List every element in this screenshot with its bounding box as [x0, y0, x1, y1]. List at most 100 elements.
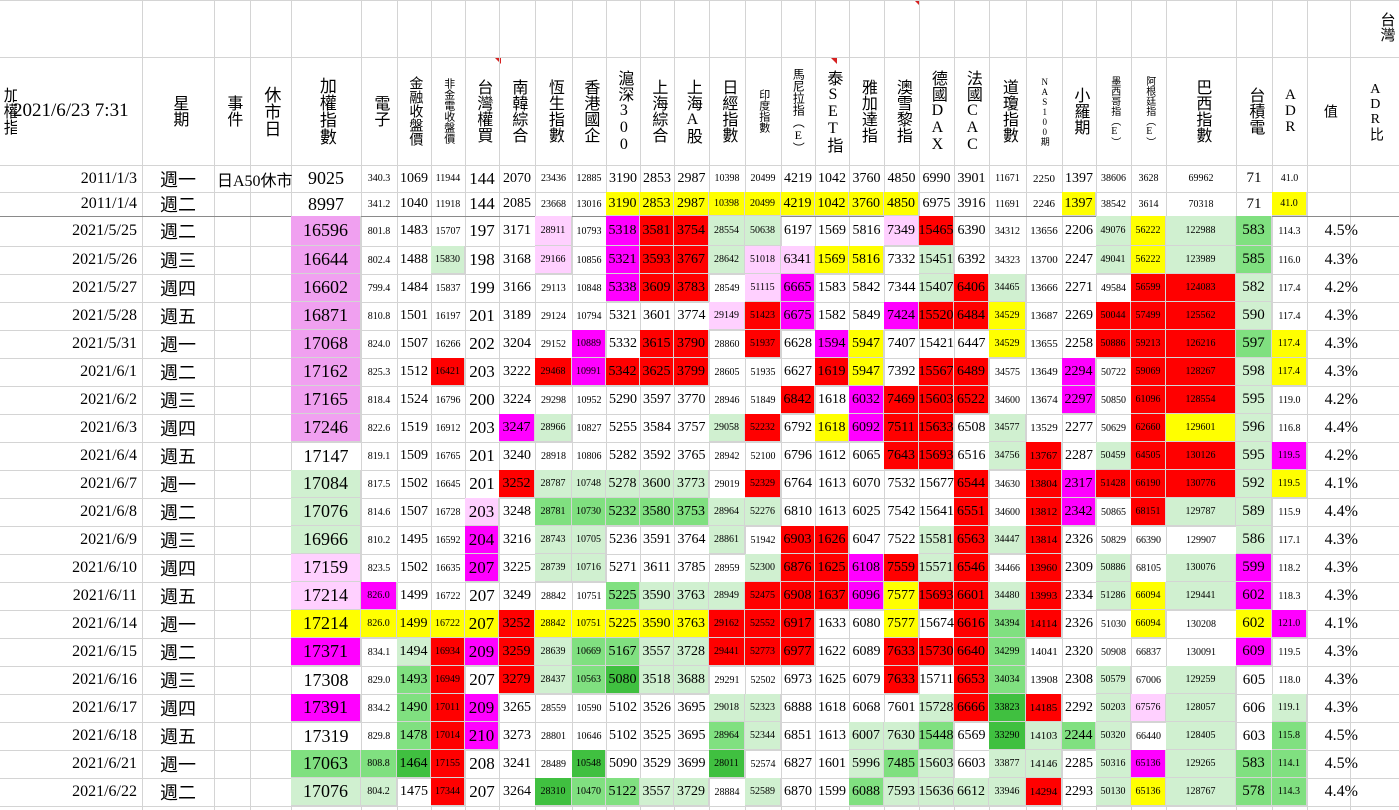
data-cell[interactable]: 117.4	[1278, 310, 1301, 322]
data-cell[interactable]: 17155	[431, 750, 465, 778]
weekday-cell[interactable]: 週一	[160, 169, 196, 190]
data-cell[interactable]: 15677	[919, 476, 954, 491]
header-12[interactable]: 滬深300	[615, 69, 633, 153]
data-cell[interactable]: 3265	[503, 700, 531, 715]
data-cell[interactable]: 29162	[709, 610, 745, 638]
data-cell[interactable]: 49584	[1101, 282, 1126, 294]
data-cell[interactable]: 13649	[1030, 366, 1058, 378]
data-cell[interactable]: 7577	[884, 610, 919, 638]
header-9[interactable]: 南韓綜合	[509, 79, 527, 143]
data-cell[interactable]: 13674	[1030, 394, 1058, 406]
data-cell[interactable]: 2853	[643, 170, 671, 186]
data-cell[interactable]: 34529	[989, 302, 1026, 330]
data-cell[interactable]: 3204	[503, 336, 531, 351]
data-cell[interactable]: 6665	[781, 274, 815, 302]
header-30[interactable]: ADR	[1282, 87, 1299, 135]
data-cell[interactable]	[250, 470, 291, 498]
data-cell[interactable]: 4.3%	[1324, 559, 1358, 576]
data-cell[interactable]: 126216	[1166, 330, 1236, 358]
data-cell[interactable]: 589	[1236, 498, 1272, 526]
data-cell[interactable]	[250, 386, 291, 414]
date-cell[interactable]: 2021/6/11	[72, 587, 137, 604]
data-cell[interactable]: 7469	[884, 386, 919, 414]
data-cell[interactable]: 207	[465, 610, 499, 638]
data-cell[interactable]: 1618	[815, 414, 849, 442]
weekday-cell[interactable]: 週四	[160, 419, 196, 439]
data-cell[interactable]: 5080	[606, 666, 640, 694]
data-cell[interactable]: 17165	[291, 386, 361, 414]
data-cell[interactable]: 208	[469, 754, 495, 773]
data-cell[interactable]: 33946	[989, 778, 1026, 806]
data-cell[interactable]: 1622	[818, 644, 846, 659]
data-cell[interactable]: 119.5	[1272, 442, 1307, 470]
data-cell[interactable]: 28781	[535, 498, 572, 526]
data-cell[interactable]: 2293	[1065, 784, 1093, 799]
data-cell[interactable]: 52300	[745, 554, 781, 582]
header-11[interactable]: 香港國企	[581, 79, 599, 143]
data-cell[interactable]: 3615	[640, 330, 674, 358]
data-cell[interactable]: 28964	[709, 498, 745, 526]
data-cell[interactable]: 2853	[640, 192, 674, 216]
data-cell[interactable]: 1475	[400, 784, 428, 799]
weekday-cell[interactable]: 週三	[160, 391, 196, 411]
data-cell[interactable]: 3754	[674, 216, 709, 246]
data-cell[interactable]: 6627	[784, 364, 812, 379]
data-cell[interactable]: 201	[469, 474, 495, 493]
data-cell[interactable]: 29113	[541, 282, 566, 294]
data-cell[interactable]: 34600	[995, 394, 1020, 406]
data-cell[interactable]: 824.0	[367, 338, 391, 350]
data-cell[interactable]: 17391	[291, 694, 361, 722]
data-cell[interactable]: 6603	[957, 756, 986, 771]
data-cell[interactable]: 4.3%	[1324, 699, 1358, 716]
data-cell[interactable]: 4.1%	[1324, 615, 1358, 632]
data-cell[interactable]	[250, 414, 291, 442]
data-cell[interactable]: 4.1%	[1324, 475, 1358, 492]
data-cell[interactable]: 15707	[435, 225, 461, 237]
data-cell[interactable]: 822.6	[367, 422, 391, 434]
data-cell[interactable]: 2206	[1065, 223, 1093, 238]
data-cell[interactable]: 13812	[1026, 498, 1062, 526]
data-cell[interactable]: 1495	[400, 532, 428, 547]
weekday-cell[interactable]: 週二	[160, 222, 196, 242]
data-cell[interactable]: 34312	[995, 225, 1020, 237]
data-cell[interactable]: 609	[1236, 638, 1272, 666]
data-cell[interactable]: 5278	[606, 470, 640, 498]
data-cell[interactable]: 3628	[1138, 173, 1159, 184]
data-cell[interactable]: 1493	[397, 666, 431, 694]
data-cell[interactable]: 605	[1242, 671, 1266, 688]
data-cell[interactable]: 3529	[643, 756, 671, 771]
data-cell[interactable]: 3249	[503, 588, 531, 603]
header-8[interactable]: 台灣權買	[474, 79, 492, 143]
data-cell[interactable]: 6092	[849, 414, 884, 442]
data-cell[interactable]: 15693	[919, 442, 954, 470]
data-cell[interactable]	[250, 216, 291, 246]
data-cell[interactable]: 114.3	[1272, 778, 1307, 806]
data-cell[interactable]: 56222	[1131, 246, 1166, 274]
data-cell[interactable]: 203	[465, 498, 499, 526]
data-cell[interactable]: 10751	[576, 590, 602, 602]
data-cell[interactable]: 28861	[709, 526, 745, 554]
header-20[interactable]: 澳雪黎指	[893, 79, 911, 143]
data-cell[interactable]: 3785	[677, 560, 706, 575]
data-cell[interactable]: 5816	[849, 246, 884, 274]
data-cell[interactable]: 65136	[1131, 750, 1166, 778]
data-cell[interactable]: 3763	[674, 582, 709, 610]
data-cell[interactable]: 1612	[818, 448, 846, 463]
data-cell[interactable]: 28605	[714, 366, 740, 378]
data-cell[interactable]: 4.5%	[1324, 727, 1358, 744]
data-cell[interactable]: 3688	[674, 666, 709, 694]
data-cell[interactable]: 16635	[435, 562, 461, 574]
data-cell[interactable]: 10991	[572, 358, 606, 386]
data-cell[interactable]: 7559	[884, 554, 919, 582]
data-cell[interactable]: 9025	[308, 168, 344, 188]
data-cell[interactable]: 3790	[674, 330, 709, 358]
date-cell[interactable]: 2021/6/15	[72, 643, 137, 660]
data-cell[interactable]: 6341	[781, 246, 815, 274]
data-cell[interactable]: 6973	[784, 672, 812, 687]
data-cell[interactable]: 6007	[849, 722, 884, 750]
data-cell[interactable]: 51018	[745, 246, 781, 274]
date-cell[interactable]: 2021/5/27	[72, 279, 137, 296]
header-7[interactable]: 非金電收盤價	[442, 78, 455, 144]
data-cell[interactable]: 68105	[1136, 562, 1161, 574]
data-cell[interactable]: 4219	[784, 170, 812, 186]
